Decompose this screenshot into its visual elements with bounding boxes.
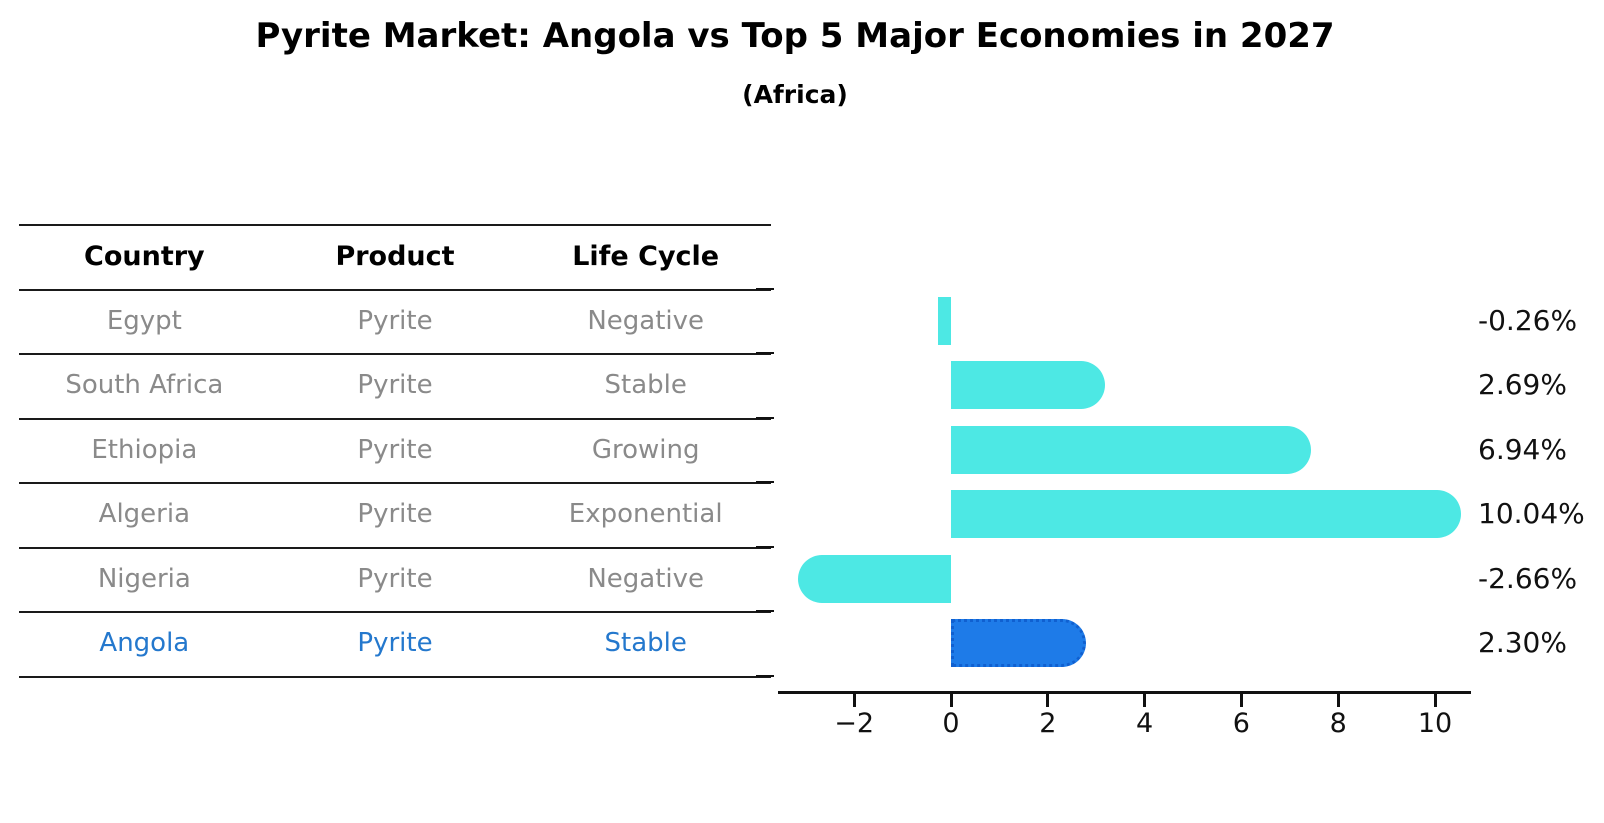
table-cell: Angola	[99, 628, 190, 659]
table-rule	[19, 482, 771, 484]
bar-egypt	[938, 296, 951, 345]
table-cell: Pyrite	[357, 628, 433, 659]
y-tick	[756, 610, 774, 612]
x-tick	[949, 694, 953, 707]
table-cell: Stable	[604, 370, 687, 401]
table-cell: South Africa	[65, 370, 224, 401]
y-tick	[756, 352, 774, 354]
table-cell: Pyrite	[357, 305, 433, 336]
x-tick	[1336, 694, 1340, 707]
table-rule	[19, 417, 771, 420]
table-cell: Egypt	[106, 305, 182, 336]
table-row: Nigeria Pyrite Negative	[19, 547, 771, 612]
y-tick	[756, 674, 774, 677]
bar-south-africa	[951, 361, 1106, 410]
table-header-cell: Life Cycle	[572, 240, 720, 272]
table-rule	[19, 611, 771, 613]
x-tick-label: 2	[1039, 708, 1057, 739]
table-header-row: Country Product Life Cycle	[19, 224, 771, 289]
table-cell: Pyrite	[357, 563, 433, 594]
y-tick	[756, 287, 774, 290]
table-cell: Stable	[604, 628, 687, 659]
value-label: 2.69%	[1478, 368, 1567, 402]
x-tick	[852, 694, 856, 707]
table-cell: Algeria	[98, 499, 191, 530]
table-rule	[19, 546, 771, 549]
x-tick-label: −2	[834, 708, 875, 739]
y-tick	[756, 545, 774, 548]
table-cell: Pyrite	[357, 434, 433, 465]
value-label: 2.30%	[1478, 626, 1567, 660]
table-cell: Negative	[587, 305, 705, 336]
x-tick-label: 4	[1136, 708, 1154, 739]
table-rule	[19, 288, 771, 291]
x-tick	[1433, 694, 1437, 707]
table-row: Algeria Pyrite Exponential	[19, 482, 771, 547]
table-cell: Growing	[591, 434, 700, 465]
table-row: Ethiopia Pyrite Growing	[19, 418, 771, 483]
x-tick	[1046, 694, 1050, 707]
table-cell: Ethiopia	[91, 434, 198, 465]
table-cell: Pyrite	[357, 499, 433, 530]
chart-title: Pyrite Market: Angola vs Top 5 Major Eco…	[255, 16, 1335, 56]
table-cell: Negative	[587, 563, 705, 594]
x-tick	[1239, 694, 1243, 707]
table-header-cell: Product	[335, 240, 455, 272]
table-row: Egypt Pyrite Negative	[19, 289, 771, 354]
bar-algeria	[951, 490, 1461, 539]
table-cell: Pyrite	[357, 370, 433, 401]
value-label: -2.66%	[1478, 561, 1578, 595]
x-tick-label: 8	[1329, 708, 1347, 739]
table-cell: Nigeria	[97, 563, 191, 594]
bar-angola	[951, 619, 1087, 668]
table-row: South Africa Pyrite Stable	[19, 353, 771, 418]
bar-nigeria	[798, 554, 951, 603]
bar-ethiopia	[951, 425, 1311, 474]
x-tick-label: 6	[1232, 708, 1250, 739]
y-tick	[756, 416, 774, 419]
table-header-cell: Country	[84, 240, 205, 272]
x-axis-line	[778, 691, 1471, 694]
table-rule	[19, 675, 771, 678]
x-tick-label: 0	[942, 708, 960, 739]
x-tick-label: 10	[1417, 708, 1453, 739]
table-row: Angola Pyrite Stable	[19, 611, 771, 676]
value-label: 6.94%	[1478, 432, 1567, 466]
table-rule	[19, 353, 771, 355]
x-tick	[1143, 694, 1147, 707]
table-cell: Exponential	[568, 499, 723, 530]
y-tick	[756, 481, 774, 483]
chart-subtitle: (Africa)	[742, 80, 848, 109]
value-label: 10.04%	[1478, 497, 1585, 531]
table-rule	[19, 224, 771, 226]
value-label: -0.26%	[1478, 303, 1578, 337]
